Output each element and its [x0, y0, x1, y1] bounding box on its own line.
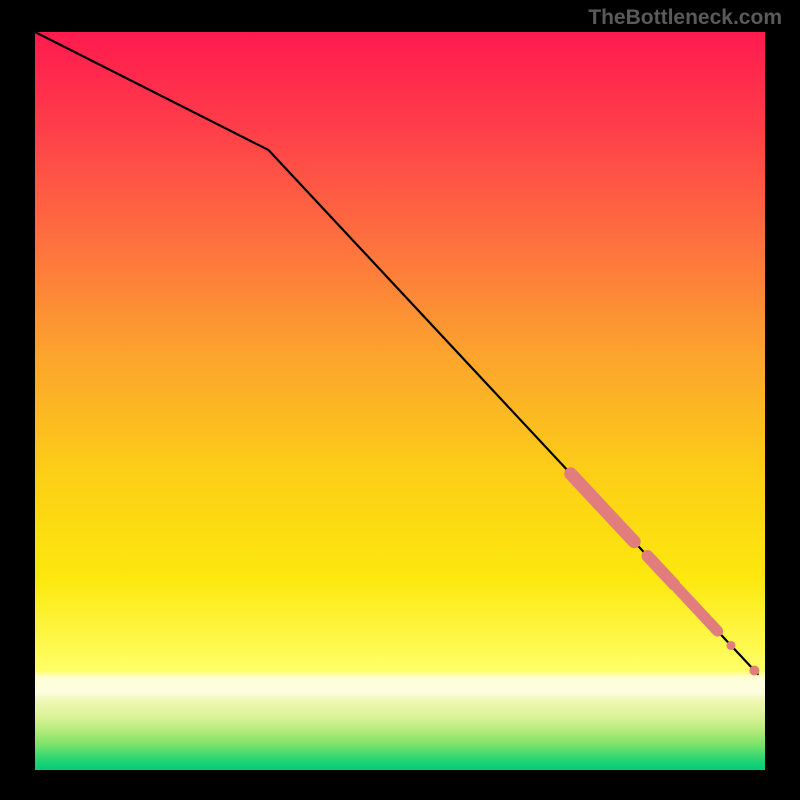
watermark-text: TheBottleneck.com: [588, 6, 782, 30]
plot-background: [35, 32, 765, 770]
bottleneck-chart: [0, 0, 800, 800]
